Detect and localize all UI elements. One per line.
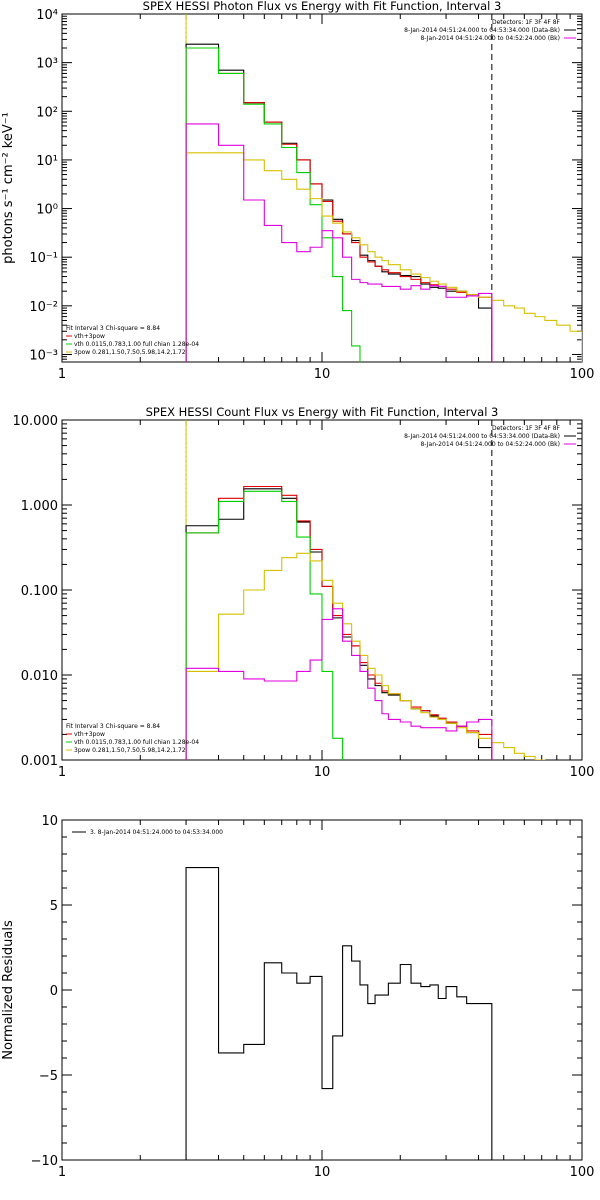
fit-legend-entry: Fit Interval 3 Chi-square = 8.84 bbox=[66, 723, 160, 730]
series-line-2 bbox=[185, 47, 493, 362]
legend-entry: 8-Jan-2014 04:51:24.000 to 04:53:34.000 … bbox=[404, 433, 560, 440]
y-tick-label: 1.000 bbox=[21, 499, 58, 514]
y-tick-label: 0 bbox=[50, 984, 58, 999]
x-tick-label: 1 bbox=[58, 367, 66, 382]
x-tick-label: 100 bbox=[570, 765, 595, 780]
y-tick-label: 10⁻² bbox=[29, 300, 58, 315]
chart-title: SPEX HESSI Count Flux vs Energy with Fit… bbox=[146, 405, 499, 419]
chart-panel-2: 1 10 100 0.001 0.010 0.100 1.000 10.000 SPEX HES… bbox=[13, 405, 595, 780]
y-tick-label: −10 bbox=[31, 1154, 58, 1169]
fit-legend-entry: vth+3pow bbox=[74, 333, 105, 340]
y-tick-label: 10³ bbox=[36, 57, 58, 72]
y-tick-label: 10² bbox=[36, 105, 58, 120]
y-tick-label: −5 bbox=[39, 1069, 58, 1084]
series-line-2 bbox=[185, 485, 493, 760]
legend-entry: 8-Jan-2014 04:51:24.000 to 04:52:24.000 … bbox=[420, 35, 560, 42]
legend-entry: 8-Jan-2014 04:51:24.000 to 04:52:24.000 … bbox=[420, 441, 560, 448]
legend-entry: 8-Jan-2014 04:51:24.000 to 04:53:34.000 … bbox=[404, 27, 560, 34]
chart-panel-1: 1 10 100 10⁻³ 10⁻² 10⁻¹ 10⁰ 10¹ 10² 10³ 10⁴ SPEX HE… bbox=[1, 0, 595, 382]
y-tick-label: 5 bbox=[50, 899, 58, 914]
chart-title: SPEX HESSI Photon Flux vs Energy with Fi… bbox=[143, 0, 502, 13]
y-tick-label: 10⁰ bbox=[36, 203, 58, 218]
fit-legend-entry: vth 0.0115,0.783,1.00 full chian 1.28e-0… bbox=[74, 739, 199, 746]
y-tick-label: 10⁻³ bbox=[29, 348, 58, 363]
plot-frame bbox=[61, 419, 583, 761]
y-tick-label: 0.001 bbox=[21, 754, 58, 769]
fit-legend-entry: vth 0.0115,0.783,1.00 full chian 1.28e-0… bbox=[74, 341, 199, 348]
series-line-4 bbox=[185, 152, 582, 362]
y-tick-label: 10⁻¹ bbox=[29, 251, 58, 266]
legend-entry: 3. 8-Jan-2014 04:51:24.000 to 04:53:34.0… bbox=[90, 829, 223, 836]
x-tick-label: 10 bbox=[314, 367, 331, 382]
series-line-3 bbox=[185, 490, 344, 760]
y-tick-label: 10 bbox=[41, 814, 58, 829]
series-line-1 bbox=[185, 867, 493, 1160]
y-tick-label: 10¹ bbox=[36, 154, 58, 169]
series-line-3 bbox=[185, 47, 361, 362]
x-tick-label: 100 bbox=[570, 367, 595, 382]
y-axis-label: photons s⁻¹ cm⁻² keV⁻¹ bbox=[1, 112, 16, 264]
x-tick-label: 1 bbox=[58, 765, 66, 780]
fit-legend-entry: 3pow 0.281,1.50,7.50,5.98,14.2,1.72 bbox=[74, 747, 186, 754]
series-line-5 bbox=[185, 608, 493, 760]
x-tick-label: 100 bbox=[570, 1165, 595, 1180]
series-line-1 bbox=[185, 488, 493, 760]
series-line-1 bbox=[185, 43, 493, 362]
chart-panel-3: 1 10 100 −10 −5 0 5 10 Normalized Residuals 3. 8-… bbox=[1, 814, 595, 1180]
x-tick-label: 10 bbox=[314, 1165, 331, 1180]
y-axis-label: Normalized Residuals bbox=[1, 920, 16, 1060]
y-tick-label: 10.000 bbox=[13, 414, 59, 429]
fit-legend-entry: vth+3pow bbox=[74, 731, 105, 738]
y-tick-label: 0.100 bbox=[21, 584, 58, 599]
legend-entry: Detectors: 1F 3F 4F 8F bbox=[492, 425, 561, 432]
series-line-5 bbox=[185, 123, 493, 362]
x-tick-label: 1 bbox=[58, 1165, 66, 1180]
x-tick-label: 10 bbox=[314, 765, 331, 780]
legend-entry: Detectors: 1F 3F 4F 8F bbox=[492, 19, 561, 26]
fit-legend-entry: 3pow 0.281,1.50,7.50,5.98,14.2,1.72 bbox=[74, 349, 186, 356]
fit-legend-entry: Fit Interval 3 Chi-square = 8.84 bbox=[66, 325, 160, 332]
y-tick-label: 0.010 bbox=[21, 669, 58, 684]
y-tick-label: 10⁴ bbox=[36, 8, 58, 23]
series-line-4 bbox=[185, 552, 546, 760]
